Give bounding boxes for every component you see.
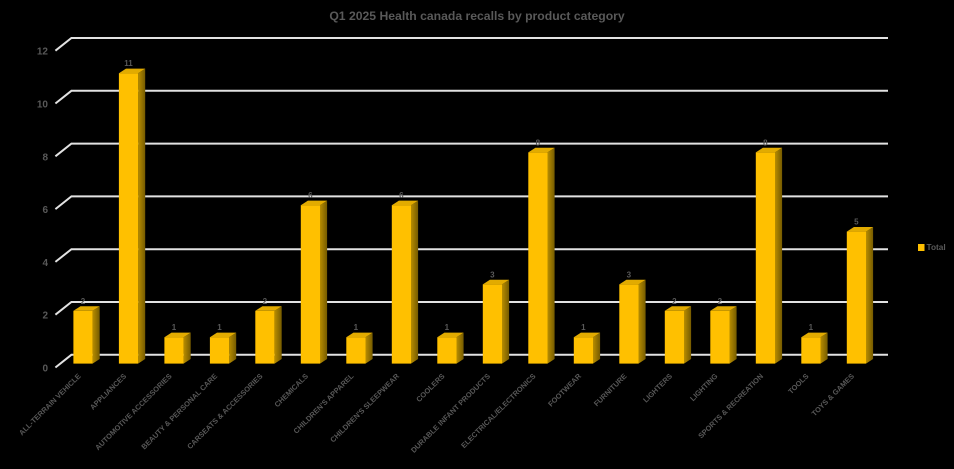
svg-text:2: 2 — [672, 297, 677, 306]
svg-text:0: 0 — [42, 364, 48, 375]
svg-text:1: 1 — [354, 323, 359, 332]
svg-text:8: 8 — [536, 138, 541, 147]
svg-text:1: 1 — [445, 323, 450, 332]
svg-text:10: 10 — [37, 100, 49, 111]
svg-text:2: 2 — [42, 311, 48, 322]
svg-text:1: 1 — [809, 323, 814, 332]
svg-text:Total: Total — [927, 242, 946, 252]
svg-text:1: 1 — [581, 323, 586, 332]
svg-text:Q1 2025 Health canada recalls: Q1 2025 Health canada recalls by product… — [329, 9, 625, 23]
svg-text:8: 8 — [42, 152, 48, 163]
svg-text:12: 12 — [37, 47, 49, 58]
svg-text:6: 6 — [399, 191, 404, 200]
svg-text:8: 8 — [763, 138, 768, 147]
svg-text:4: 4 — [42, 258, 48, 269]
svg-text:6: 6 — [308, 191, 313, 200]
svg-text:1: 1 — [172, 323, 177, 332]
svg-text:3: 3 — [490, 270, 495, 279]
svg-text:6: 6 — [42, 205, 48, 216]
svg-text:2: 2 — [81, 297, 86, 306]
svg-text:2: 2 — [263, 297, 268, 306]
svg-text:2: 2 — [718, 297, 723, 306]
svg-text:1: 1 — [217, 323, 222, 332]
svg-text:3: 3 — [627, 270, 632, 279]
svg-text:11: 11 — [124, 59, 133, 68]
svg-text:5: 5 — [854, 218, 859, 227]
